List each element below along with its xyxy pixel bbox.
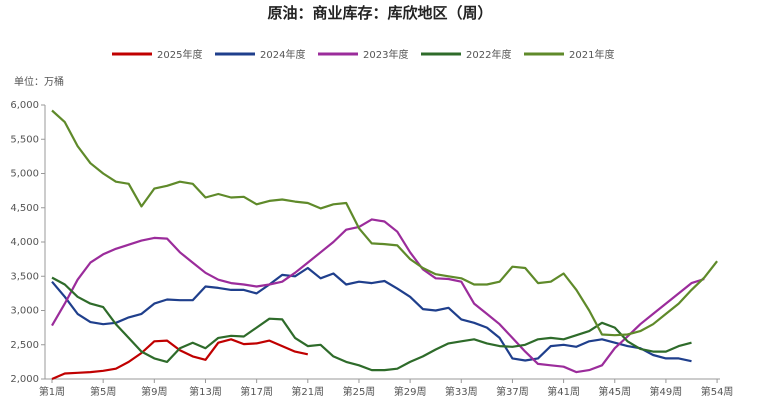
x-tick-label: 第25周	[343, 385, 376, 398]
x-tick-label: 第41周	[547, 385, 580, 398]
x-tick-label: 第29周	[394, 385, 427, 398]
x-tick-label: 第45周	[598, 385, 631, 398]
y-tick-label: 2,000	[10, 374, 39, 385]
x-tick-label: 第9周	[141, 385, 167, 398]
y-tick-label: 3,000	[10, 306, 39, 317]
x-tick-label: 第37周	[496, 385, 529, 398]
chart-title: 原油：商业库存：库欣地区（周）	[267, 4, 492, 22]
legend-label: 2024年度	[260, 48, 305, 61]
series-line	[51, 218, 705, 374]
unit-label: 单位：万桶	[14, 75, 64, 88]
x-tick-label: 第1周	[39, 385, 65, 398]
legend-label: 2021年度	[569, 48, 614, 61]
y-tick-label: 3,500	[10, 271, 39, 282]
x-tick-label: 第54周	[701, 385, 734, 398]
x-tick-label: 第13周	[189, 385, 222, 398]
x-tick-label: 第33周	[445, 385, 478, 398]
y-tick-label: 5,500	[10, 134, 39, 145]
series-line	[51, 276, 692, 372]
x-tick-label: 第21周	[291, 385, 324, 398]
y-tick-label: 4,500	[10, 203, 39, 214]
y-tick-label: 4,000	[10, 237, 39, 248]
x-tick-label: 第49周	[650, 385, 683, 398]
legend-label: 2023年度	[363, 48, 408, 61]
series-line	[51, 338, 309, 381]
x-tick-label: 第5周	[90, 385, 116, 398]
y-tick-label: 6,000	[10, 100, 39, 111]
series-line	[51, 266, 692, 363]
x-tick-label: 第17周	[240, 385, 273, 398]
series-line	[51, 109, 718, 337]
y-tick-label: 5,000	[10, 169, 39, 180]
legend-label: 2025年度	[157, 48, 202, 61]
legend-label: 2022年度	[466, 48, 511, 61]
y-tick-label: 2,500	[10, 340, 39, 351]
